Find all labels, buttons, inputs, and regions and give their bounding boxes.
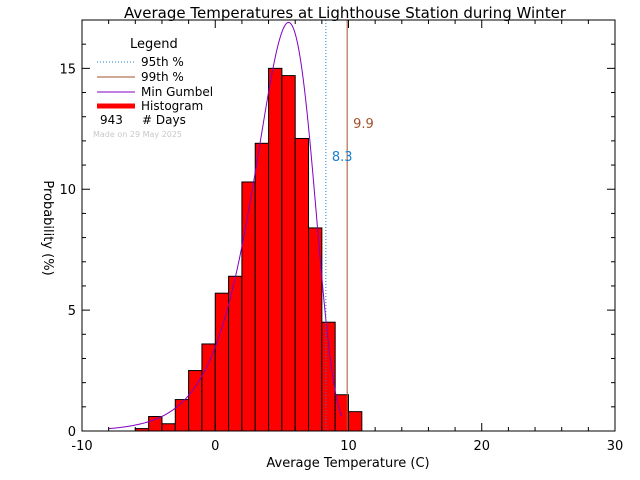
y-tick-label: 5 xyxy=(68,304,76,319)
percentile-99-label: 9.9 xyxy=(353,117,374,132)
y-axis-label: Probability (%) xyxy=(40,180,55,275)
percentile-95-label: 8.3 xyxy=(332,150,353,165)
made-on-note: Made on 29 May 2025 xyxy=(93,130,182,139)
histogram-bar xyxy=(281,75,296,432)
x-tick-label: 20 xyxy=(473,439,490,454)
histogram-bar xyxy=(161,423,176,432)
y-tick-label: 15 xyxy=(59,62,76,77)
histogram-bar xyxy=(268,67,283,432)
legend-gumbel-label: Min Gumbel xyxy=(141,85,213,99)
legend-days-label: # Days xyxy=(142,113,186,127)
histogram-bar xyxy=(294,137,310,432)
legend: Legend 95th % 99th % Min Gumbel Histogra… xyxy=(93,37,213,139)
chart-title: Average Temperatures at Lighthouse Stati… xyxy=(124,4,567,22)
x-tick-label: 30 xyxy=(607,439,624,454)
legend-95-label: 95th % xyxy=(141,55,184,69)
histogram-bar xyxy=(174,399,190,432)
x-axis-ticks: -10 0 10 20 30 xyxy=(71,20,623,454)
legend-title: Legend xyxy=(130,37,178,52)
x-tick-label: 0 xyxy=(211,439,219,454)
y-axis-ticks: 0 5 10 15 xyxy=(59,43,615,440)
y-tick-label: 0 xyxy=(68,425,76,440)
histogram-bar xyxy=(241,181,256,432)
histogram-bar xyxy=(254,142,270,432)
x-tick-label: 10 xyxy=(340,439,357,454)
legend-99-label: 99th % xyxy=(141,70,184,84)
legend-histogram-label: Histogram xyxy=(141,99,203,113)
histogram-bar xyxy=(228,275,243,432)
histogram-bar xyxy=(348,411,363,432)
legend-days-count: 943 xyxy=(100,113,123,127)
histogram-bars xyxy=(134,67,363,432)
x-tick-label: -10 xyxy=(71,439,92,454)
gumbel-curve xyxy=(108,21,343,430)
y-tick-label: 10 xyxy=(59,183,76,198)
x-axis-label: Average Temperature (C) xyxy=(266,456,429,471)
histogram-bar xyxy=(148,415,163,432)
histogram-bar xyxy=(201,343,216,432)
